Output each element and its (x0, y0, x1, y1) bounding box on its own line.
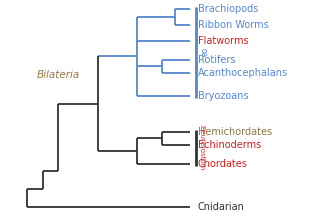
Text: Bilateria: Bilateria (37, 70, 80, 80)
Text: Rotifers: Rotifers (198, 55, 235, 65)
Text: oa: oa (198, 48, 207, 57)
Text: Cnidarian: Cnidarian (198, 202, 245, 212)
Text: Flatworms: Flatworms (198, 36, 248, 46)
Text: Hemichordates: Hemichordates (198, 127, 272, 137)
Text: Ribbon Worms: Ribbon Worms (198, 20, 269, 30)
Text: Brachiopods: Brachiopods (198, 4, 258, 15)
Text: Acanthocephalans: Acanthocephalans (198, 68, 288, 78)
Text: Chordates: Chordates (198, 159, 248, 169)
Text: Echinoderms: Echinoderms (198, 140, 261, 150)
Text: Deuterostom: Deuterostom (198, 125, 204, 170)
Text: Bryozoans: Bryozoans (198, 91, 248, 101)
